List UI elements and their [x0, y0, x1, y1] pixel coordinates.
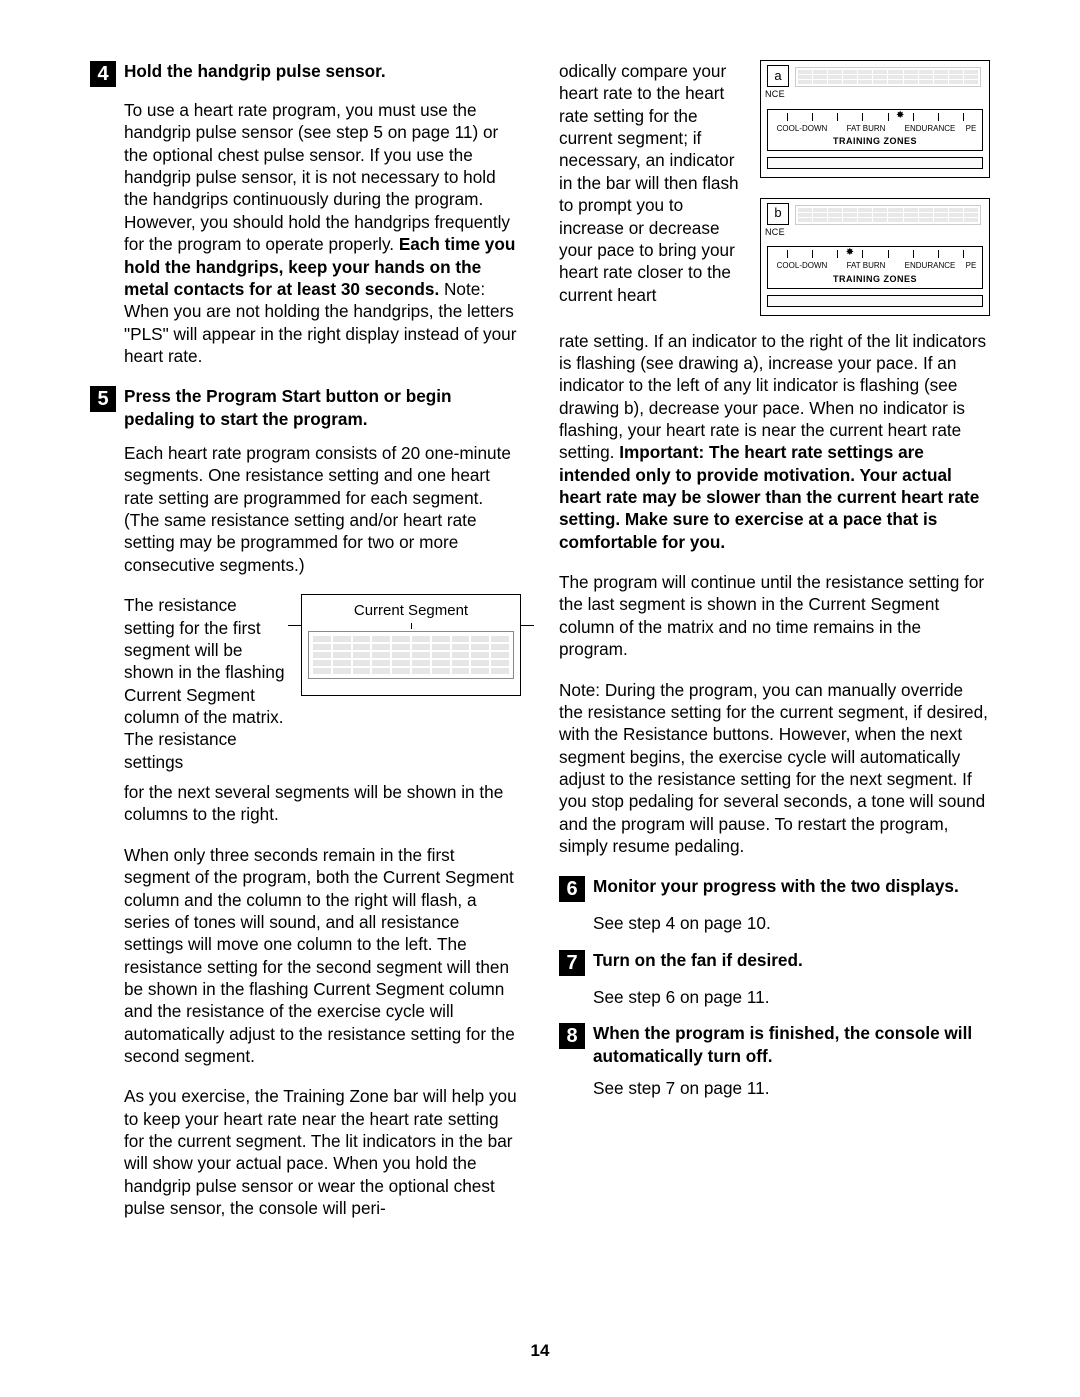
- zone-endurance: ENDURANCE: [898, 261, 962, 271]
- segment-row: The resistance setting for the first seg…: [124, 594, 521, 773]
- step-4-paragraph: To use a heart rate program, you must us…: [124, 99, 521, 367]
- segment-matrix: [308, 631, 514, 679]
- col2-p2: The program will continue until the resi…: [559, 571, 990, 660]
- step-5-header: 5 Press the Program Start button or begi…: [90, 385, 521, 430]
- step-8-header: 8 When the program is finished, the cons…: [559, 1022, 990, 1067]
- step-6-badge: 6: [559, 876, 585, 902]
- step-8-title: When the program is finished, the consol…: [593, 1022, 990, 1067]
- step-5-p4: As you exercise, the Training Zone bar w…: [124, 1085, 521, 1219]
- training-zone-b-label: b: [767, 203, 789, 225]
- step-8-text: See step 7 on page 11.: [593, 1077, 990, 1099]
- right-column: odically compare your heart rate to the …: [559, 60, 990, 1220]
- zone-cooldown: COOL-DOWN: [770, 261, 834, 271]
- step-5-p1: Each heart rate program consists of 20 o…: [124, 442, 521, 576]
- col2-p1b: Important: The heart rate settings are i…: [559, 442, 979, 551]
- tz-b-bars: [795, 205, 981, 225]
- burst-icon: ✸: [896, 111, 904, 121]
- step-6-header: 6 Monitor your progress with the two dis…: [559, 875, 990, 902]
- left-column: 4 Hold the handgrip pulse sensor. To use…: [90, 60, 521, 1220]
- step-5-p3: When only three seconds remain in the fi…: [124, 844, 521, 1068]
- zone-pe: PE: [962, 124, 980, 134]
- tz-b-title: TRAINING ZONES: [770, 274, 980, 286]
- step-6-title: Monitor your progress with the two displ…: [593, 875, 959, 897]
- zone-fatburn: FAT BURN: [834, 261, 898, 271]
- zone-pe: PE: [962, 261, 980, 271]
- tz-a-footer: [767, 157, 983, 169]
- tz-a-scale: ✸ COOL-DOWN FAT BURN ENDURANCE PE: [767, 109, 983, 151]
- step-7-text: See step 6 on page 11.: [593, 986, 990, 1008]
- tz-b-scale: ✸ COOL-DOWN FAT BURN ENDURANCE: [767, 246, 983, 288]
- step-7-title: Turn on the fan if desired.: [593, 949, 803, 971]
- tz-b-zone-labels: COOL-DOWN FAT BURN ENDURANCE PE: [770, 261, 980, 271]
- col2-p3: Note: During the program, you can manual…: [559, 679, 990, 858]
- tz-b-ice: NCE: [765, 227, 983, 239]
- tz-a-title: TRAINING ZONES: [770, 136, 980, 148]
- page-number: 14: [0, 1341, 1080, 1361]
- step-5-badge: 5: [90, 386, 116, 412]
- burst-icon: ✸: [846, 248, 854, 258]
- col2-top-row: odically compare your heart rate to the …: [559, 60, 990, 336]
- col2-top-text: odically compare your heart rate to the …: [559, 60, 748, 306]
- tz-a-zone-labels: COOL-DOWN FAT BURN ENDURANCE PE: [770, 124, 980, 134]
- current-segment-diagram: Current Segment: [301, 594, 521, 696]
- training-zone-box-a: a NCE: [760, 60, 990, 178]
- current-segment-label: Current Segment: [308, 601, 514, 623]
- step-4-title: Hold the handgrip pulse sensor.: [124, 60, 386, 82]
- zone-fatburn: FAT BURN: [834, 124, 898, 134]
- step-5-title: Press the Program Start button or begin …: [124, 385, 521, 430]
- step-4-text-a: To use a heart rate program, you must us…: [124, 100, 510, 254]
- zone-endurance: ENDURANCE: [898, 124, 962, 134]
- tz-b-footer: [767, 295, 983, 307]
- segment-side-text: The resistance setting for the first seg…: [124, 594, 287, 773]
- step-6-text: See step 4 on page 10.: [593, 912, 990, 934]
- step-8-badge: 8: [559, 1023, 585, 1049]
- step-7-badge: 7: [559, 950, 585, 976]
- zone-cooldown: COOL-DOWN: [770, 124, 834, 134]
- col2-p1: rate setting. If an indicator to the rig…: [559, 330, 990, 554]
- manual-page: 4 Hold the handgrip pulse sensor. To use…: [0, 0, 1080, 1397]
- step-5-p2: for the next several segments will be sh…: [124, 781, 521, 826]
- step-4-badge: 4: [90, 61, 116, 87]
- step-7-header: 7 Turn on the fan if desired.: [559, 949, 990, 976]
- training-zone-diagrams: a NCE: [760, 60, 990, 336]
- two-column-layout: 4 Hold the handgrip pulse sensor. To use…: [90, 60, 990, 1220]
- training-zone-a-label: a: [767, 65, 789, 87]
- tz-a-bars: [795, 67, 981, 87]
- training-zone-box-b: b NCE ✸: [760, 198, 990, 316]
- tz-a-ice: NCE: [765, 89, 983, 101]
- step-4-header: 4 Hold the handgrip pulse sensor.: [90, 60, 521, 87]
